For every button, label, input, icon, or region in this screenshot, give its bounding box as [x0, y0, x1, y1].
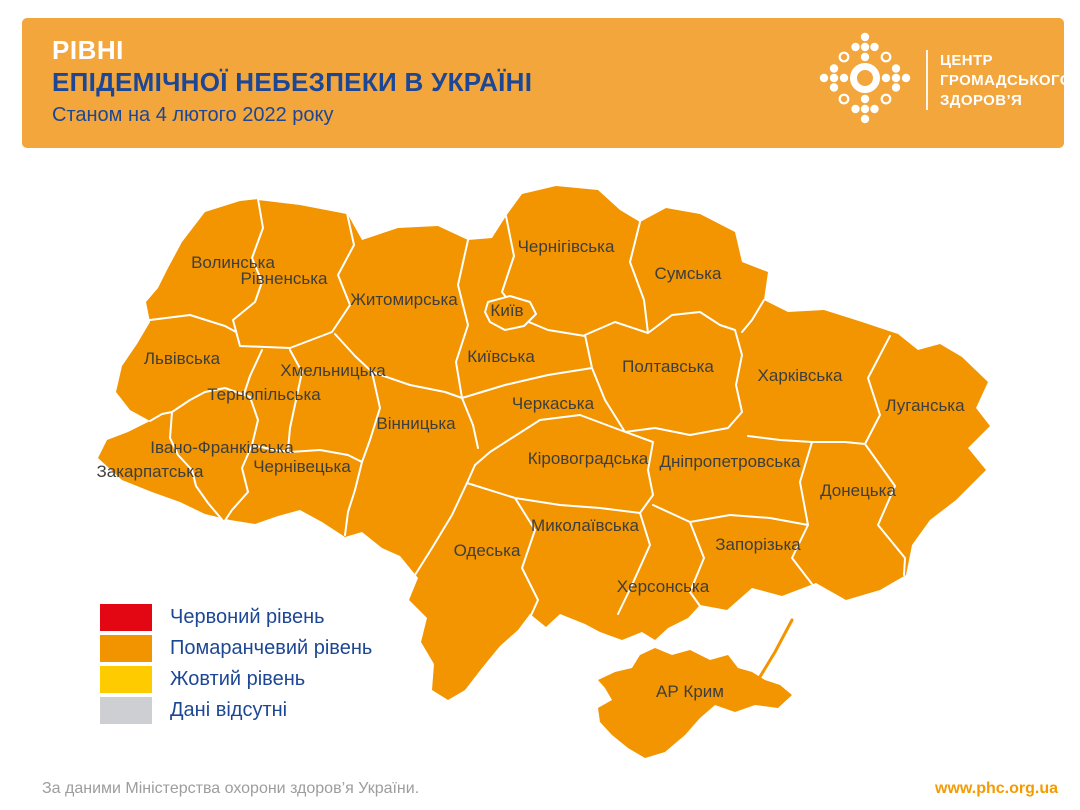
logo-wordmark: ЦЕНТР ГРОМАДСЬКОГО ЗДОРОВ’Я: [940, 51, 1072, 111]
legend-item-yellow: Жовтий рівень: [100, 666, 372, 693]
legend-label-no-data: Дані відсутні: [170, 699, 288, 721]
region-label-krym: АР Крим: [656, 682, 724, 701]
legend-label-orange: Помаранчевий рівень: [170, 637, 373, 659]
region-poltavska: [584, 311, 743, 436]
region-kirovohradska: [466, 414, 654, 514]
region-label-zaporizka: Запорізька: [715, 535, 801, 554]
logo-word-line3: ЗДОРОВ’Я: [940, 92, 1023, 109]
region-label-ivano-frankivska: Івано-Франківська: [150, 438, 294, 457]
data-source-note: За даними Міністерства охорони здоров’я …: [42, 780, 420, 797]
logo-word-line1: ЦЕНТР: [940, 52, 993, 69]
kyiv-city-boundary: [484, 295, 537, 331]
oblast-borders: [149, 215, 906, 623]
legend: Червоний рівень Помаранчевий рівень Жовт…: [100, 604, 372, 724]
legend-item-orange: Помаранчевий рівень: [100, 635, 372, 662]
region-label-khersonska: Херсонська: [617, 577, 710, 596]
header-titles: РІВНІ ЕПІДЕМІЧНОЇ НЕБЕЗПЕКИ В УКРАЇНІ Ст…: [52, 36, 532, 127]
region-label-luhanska: Луганська: [885, 396, 965, 415]
region-label-rivnenska: Рівненська: [240, 269, 328, 288]
region-label-poltavska: Полтавська: [622, 357, 714, 376]
region-label-kyiv-city: Київ: [490, 301, 523, 320]
legend-label-yellow: Жовтий рівень: [170, 668, 306, 690]
region-label-sumska: Сумська: [655, 264, 722, 283]
region-label-vinnytska: Вінницька: [376, 414, 456, 433]
region-label-kharkivska: Харківська: [758, 366, 843, 385]
legend-swatch-no-data: [100, 697, 152, 724]
region-label-lvivska: Львівська: [144, 349, 221, 368]
header-banner: РІВНІ ЕПІДЕМІЧНОЇ НЕБЕЗПЕКИ В УКРАЇНІ Ст…: [22, 18, 1071, 148]
region-label-kirovohradska: Кіровоградська: [528, 449, 649, 468]
region-label-dnipropetrovska: Дніпропетровська: [659, 452, 801, 471]
region-label-zhytomyrska: Житомирська: [350, 290, 458, 309]
region-label-khmelnytska: Хмельницька: [280, 361, 386, 380]
legend-item-red: Червоний рівень: [100, 604, 372, 631]
region-label-zakarpatska: Закарпатська: [97, 462, 204, 481]
region-label-cherkaska: Черкаська: [512, 394, 595, 413]
legend-swatch-orange: [100, 635, 152, 662]
region-label-chernihivska: Чернігівська: [518, 237, 615, 256]
region-label-volynska: Волинська: [191, 253, 275, 272]
page-subtitle: Станом на 4 лютого 2022 року: [52, 104, 334, 126]
logo-word-line2: ГРОМАДСЬКОГО: [940, 72, 1072, 89]
region-label-donetska: Донецька: [820, 481, 896, 500]
logo-divider: [926, 50, 928, 110]
region-ivano-frankivska: [169, 387, 259, 523]
region-label-odeska: Одеська: [454, 541, 521, 560]
website-link[interactable]: www.phc.org.ua: [935, 780, 1058, 797]
page-title-line2: ЕПІДЕМІЧНОЇ НЕБЕЗПЕКИ В УКРАЇНІ: [52, 67, 533, 97]
page-title-line1: РІВНІ: [52, 35, 124, 65]
legend-label-red: Червоний рівень: [170, 606, 325, 628]
legend-swatch-red: [100, 604, 152, 631]
region-label-ternopilska: Тернопільська: [207, 385, 321, 404]
region-label-kyivska: Київська: [467, 347, 535, 366]
region-labels: Волинська Рівненська Житомирська Чернігі…: [97, 237, 966, 701]
legend-swatch-yellow: [100, 666, 152, 693]
region-label-chernivetska: Чернівецька: [253, 457, 351, 476]
region-rivnenska: [232, 198, 355, 349]
legend-item-no-data: Дані відсутні: [100, 697, 372, 724]
region-krym: [598, 648, 792, 758]
region-label-mykolaivska: Миколаївська: [531, 516, 639, 535]
arabat-spit: [750, 618, 794, 692]
phc-logo-icon: [819, 32, 911, 124]
